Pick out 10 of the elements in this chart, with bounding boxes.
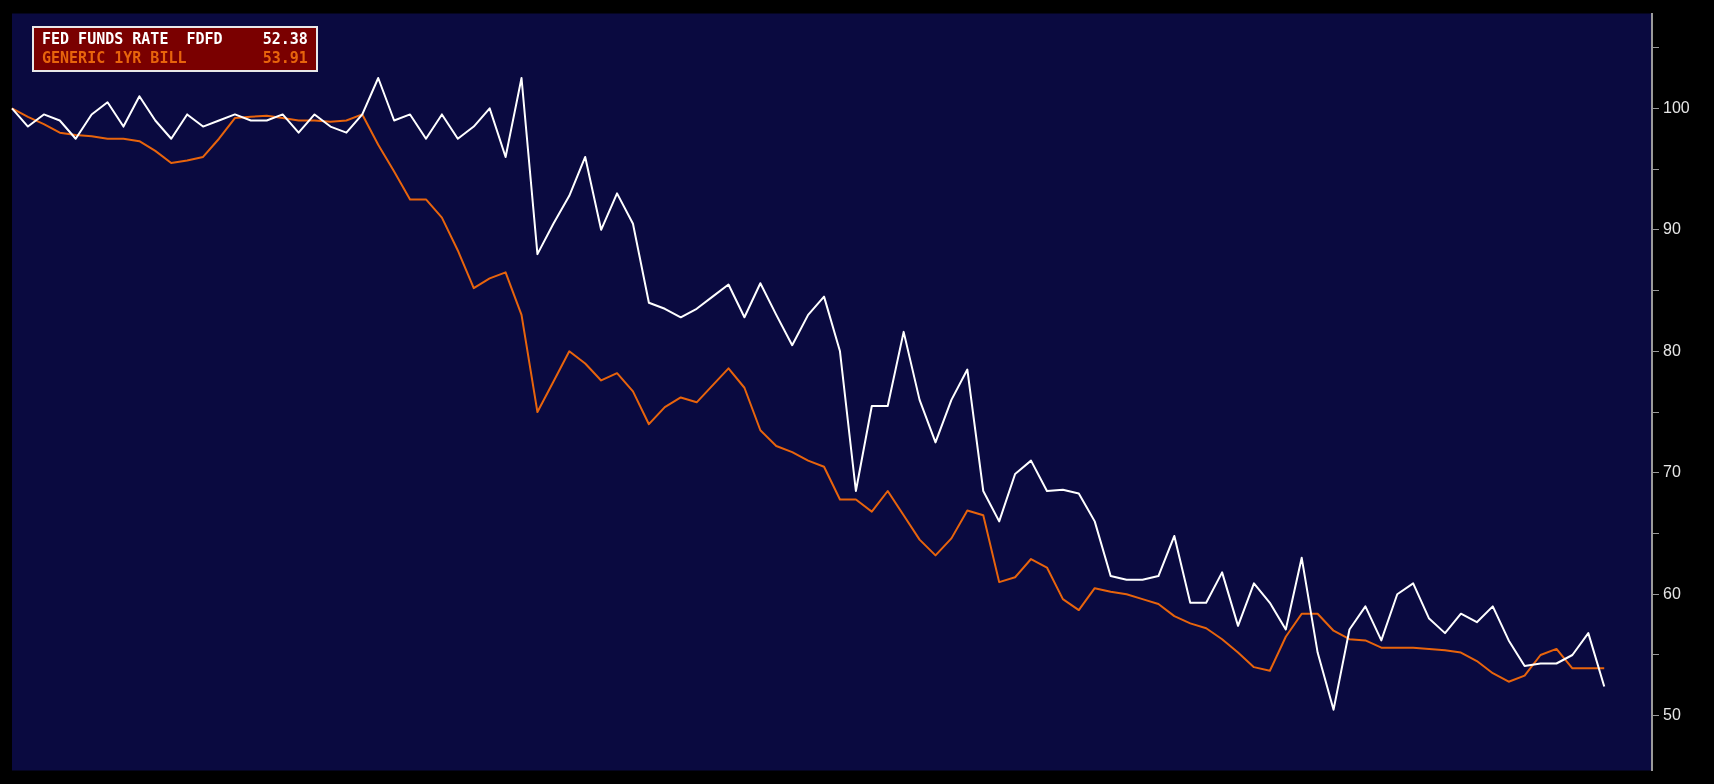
text: GENERIC 1YR BILL	[42, 49, 187, 68]
text: FED FUNDS RATE FDFD	[42, 30, 223, 49]
y-tick-label: 70	[1663, 463, 1681, 481]
y-tick-label: 60	[1663, 584, 1681, 602]
y-tick-label: 50	[1663, 706, 1681, 724]
y-tick-label: 100	[1663, 98, 1690, 116]
annotation: 53.91	[262, 49, 308, 68]
y-tick-label: 90	[1663, 220, 1681, 238]
y-tick-label: 80	[1663, 341, 1681, 359]
annotation: 52.38	[262, 30, 308, 49]
